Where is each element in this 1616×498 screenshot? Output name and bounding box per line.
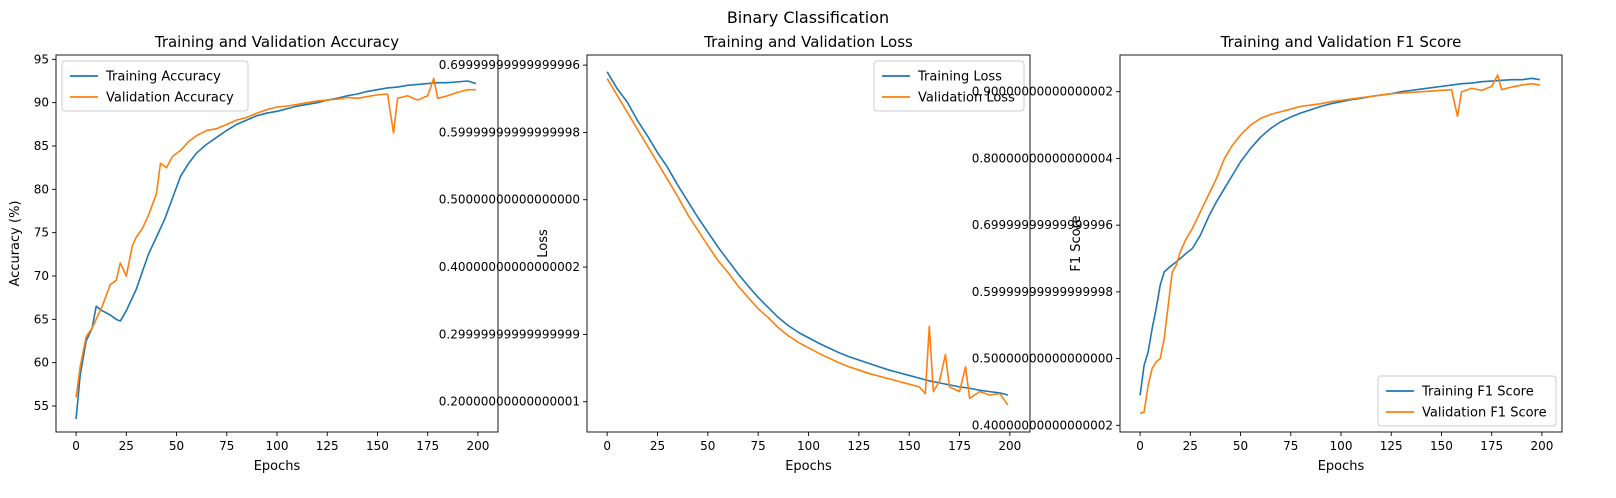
x-tick-label: 25 [650,439,665,453]
y-tick-label: 0.20000000000000001 [439,395,580,409]
x-tick-label: 75 [219,439,234,453]
x-axis-label: Epochs [1318,459,1365,474]
chart-panel-3: 0 25 50 75 100 125 150 175 200 0.4000000000000000… [972,33,1563,474]
y-tick-label: 60 [34,356,49,370]
legend-label-validation: Validation Loss [918,91,1015,106]
y-tick-label: 65 [34,312,49,326]
x-tick-label: 0 [1136,439,1144,453]
series-group [606,71,1009,406]
legend: Training F1 Score Validation F1 Score [1377,375,1557,427]
y-tick-label: 0.90000000000000002 [972,85,1113,99]
y-tick-label: 0.29999999999999999 [439,327,580,341]
x-tick-label: 75 [1283,439,1298,453]
series-line-validation [1139,74,1541,415]
x-tick-label: 200 [466,439,489,453]
series-line-validation [75,77,476,398]
x-tick-label: 175 [1480,439,1503,453]
series-group [1139,74,1541,415]
y-tick-label: 0.59999999999999998 [972,285,1113,299]
x-tick-label: 125 [1380,439,1403,453]
legend-box [1377,375,1557,427]
y-tick-label: 0.50000000000000000 [439,193,580,207]
series-line-training [606,71,1009,396]
series-line-training [75,80,477,420]
legend-box [61,60,249,112]
x-tick-label: 100 [1330,439,1353,453]
chart-panel-2: 0 25 50 75 100 125 150 175 200 0.2000000000000000… [439,33,1031,474]
x-tick-label: 125 [847,439,870,453]
series-line-validation [606,78,1009,406]
x-tick-label: 200 [1530,439,1553,453]
x-tick-label: 50 [1233,439,1248,453]
y-tick-label: 85 [34,139,49,153]
x-axis-label: Epochs [785,459,832,474]
x-tick-label: 25 [1183,439,1198,453]
x-tick-label: 50 [169,439,184,453]
y-tick-label: 0.40000000000000002 [439,260,580,274]
y-tick-label: 0.69999999999999996 [439,58,580,72]
chart-title: Training and Validation Loss [703,33,913,51]
y-tick-label: 0.50000000000000000 [972,352,1113,366]
y-tick-label: 0.69999999999999996 [972,218,1113,232]
legend-label-validation: Validation F1 Score [1422,406,1547,421]
y-tick-label: 80 [34,182,49,196]
x-tick-label: 175 [948,439,971,453]
legend: Training Accuracy Validation Accuracy [61,60,249,112]
figure-title: Binary Classification [727,8,889,27]
legend-label-training: Training Loss [917,70,1002,85]
y-tick-label: 0.59999999999999998 [439,125,580,139]
y-axis-label: Loss [536,229,551,258]
chart-title: Training and Validation Accuracy [154,33,399,51]
y-tick-label: 75 [34,226,49,240]
y-axis-label: F1 Score [1069,215,1084,271]
y-tick-label: 70 [34,269,49,283]
x-tick-label: 75 [751,439,766,453]
legend-label-training: Training F1 Score [1421,385,1534,400]
x-axis-label: Epochs [254,459,301,474]
x-tick-label: 175 [416,439,439,453]
x-tick-label: 100 [797,439,820,453]
y-tick-label: 95 [34,52,49,66]
x-tick-label: 0 [72,439,80,453]
y-tick-label: 0.40000000000000002 [972,418,1113,432]
chart-panel-1: 0 25 50 75 100 125 150 175 200 55 60 65 70 75 80 85 90 95… [8,33,499,474]
series-group [75,77,477,420]
x-tick-label: 25 [119,439,134,453]
legend-label-validation: Validation Accuracy [106,91,234,106]
y-tick-label: 55 [34,399,49,413]
y-tick-label: 90 [34,96,49,110]
x-tick-label: 0 [603,439,611,453]
x-tick-label: 50 [700,439,715,453]
x-tick-label: 150 [366,439,389,453]
y-axis-label: Accuracy (%) [8,201,23,287]
legend-label-training: Training Accuracy [105,70,221,85]
legend: Training Loss Validation Loss [873,60,1025,112]
x-tick-label: 200 [998,439,1021,453]
chart-title: Training and Validation F1 Score [1220,33,1462,51]
x-tick-label: 125 [316,439,339,453]
y-tick-label: 0.80000000000000004 [972,151,1113,165]
series-line-training [1139,77,1541,396]
x-tick-label: 150 [1430,439,1453,453]
x-tick-label: 100 [266,439,289,453]
x-tick-label: 150 [898,439,921,453]
charts: 0 25 50 75 100 125 150 175 200 55 60 65 70 75 80 85 90 95… [8,33,1563,474]
legend-box [873,60,1025,112]
